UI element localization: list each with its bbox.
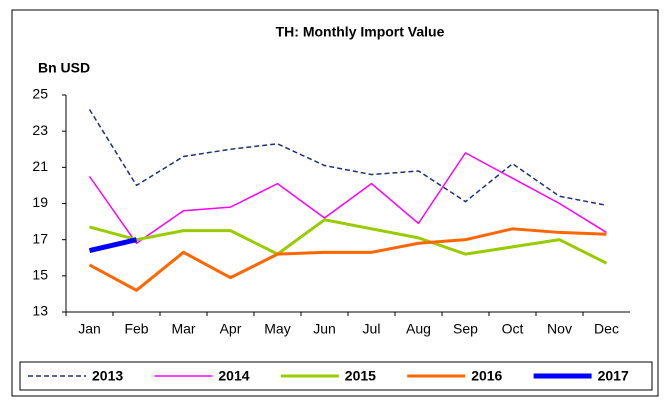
y-tick-label: 17 <box>32 230 48 246</box>
x-tick-label: Mar <box>171 321 195 337</box>
legend-label: 2014 <box>218 368 249 384</box>
y-tick-label: 21 <box>32 158 48 174</box>
x-tick-label: Oct <box>502 321 524 337</box>
y-axis-label: Bn USD <box>38 60 90 76</box>
x-tick-label: Jan <box>78 321 101 337</box>
series-line <box>88 237 138 253</box>
series-line <box>88 109 607 207</box>
x-tick-label: Dec <box>594 321 619 337</box>
x-tick-label: Sep <box>453 321 478 337</box>
chart-title: TH: Monthly Import Value <box>276 24 445 40</box>
series-line <box>89 218 608 265</box>
legend-label: 2017 <box>598 368 629 384</box>
x-tick-label: Aug <box>406 321 431 337</box>
legend-label: 2016 <box>471 368 502 384</box>
legend-label: 2013 <box>92 368 123 384</box>
x-tick-label: May <box>264 321 290 337</box>
y-tick-label: 15 <box>32 267 48 283</box>
x-tick-label: Apr <box>220 321 242 337</box>
chart-frame <box>11 9 659 397</box>
series-line <box>88 152 607 245</box>
y-tick-label: 23 <box>32 122 48 138</box>
series-line <box>88 227 607 292</box>
x-tick-label: Jul <box>363 321 381 337</box>
y-tick-label: 25 <box>32 86 48 102</box>
x-tick-label: Feb <box>124 321 148 337</box>
x-tick-label: Jun <box>313 321 336 337</box>
x-tick-label: Nov <box>547 321 572 337</box>
y-tick-label: 19 <box>32 194 48 210</box>
y-tick-label: 13 <box>32 303 48 319</box>
legend-label: 2015 <box>345 368 376 384</box>
